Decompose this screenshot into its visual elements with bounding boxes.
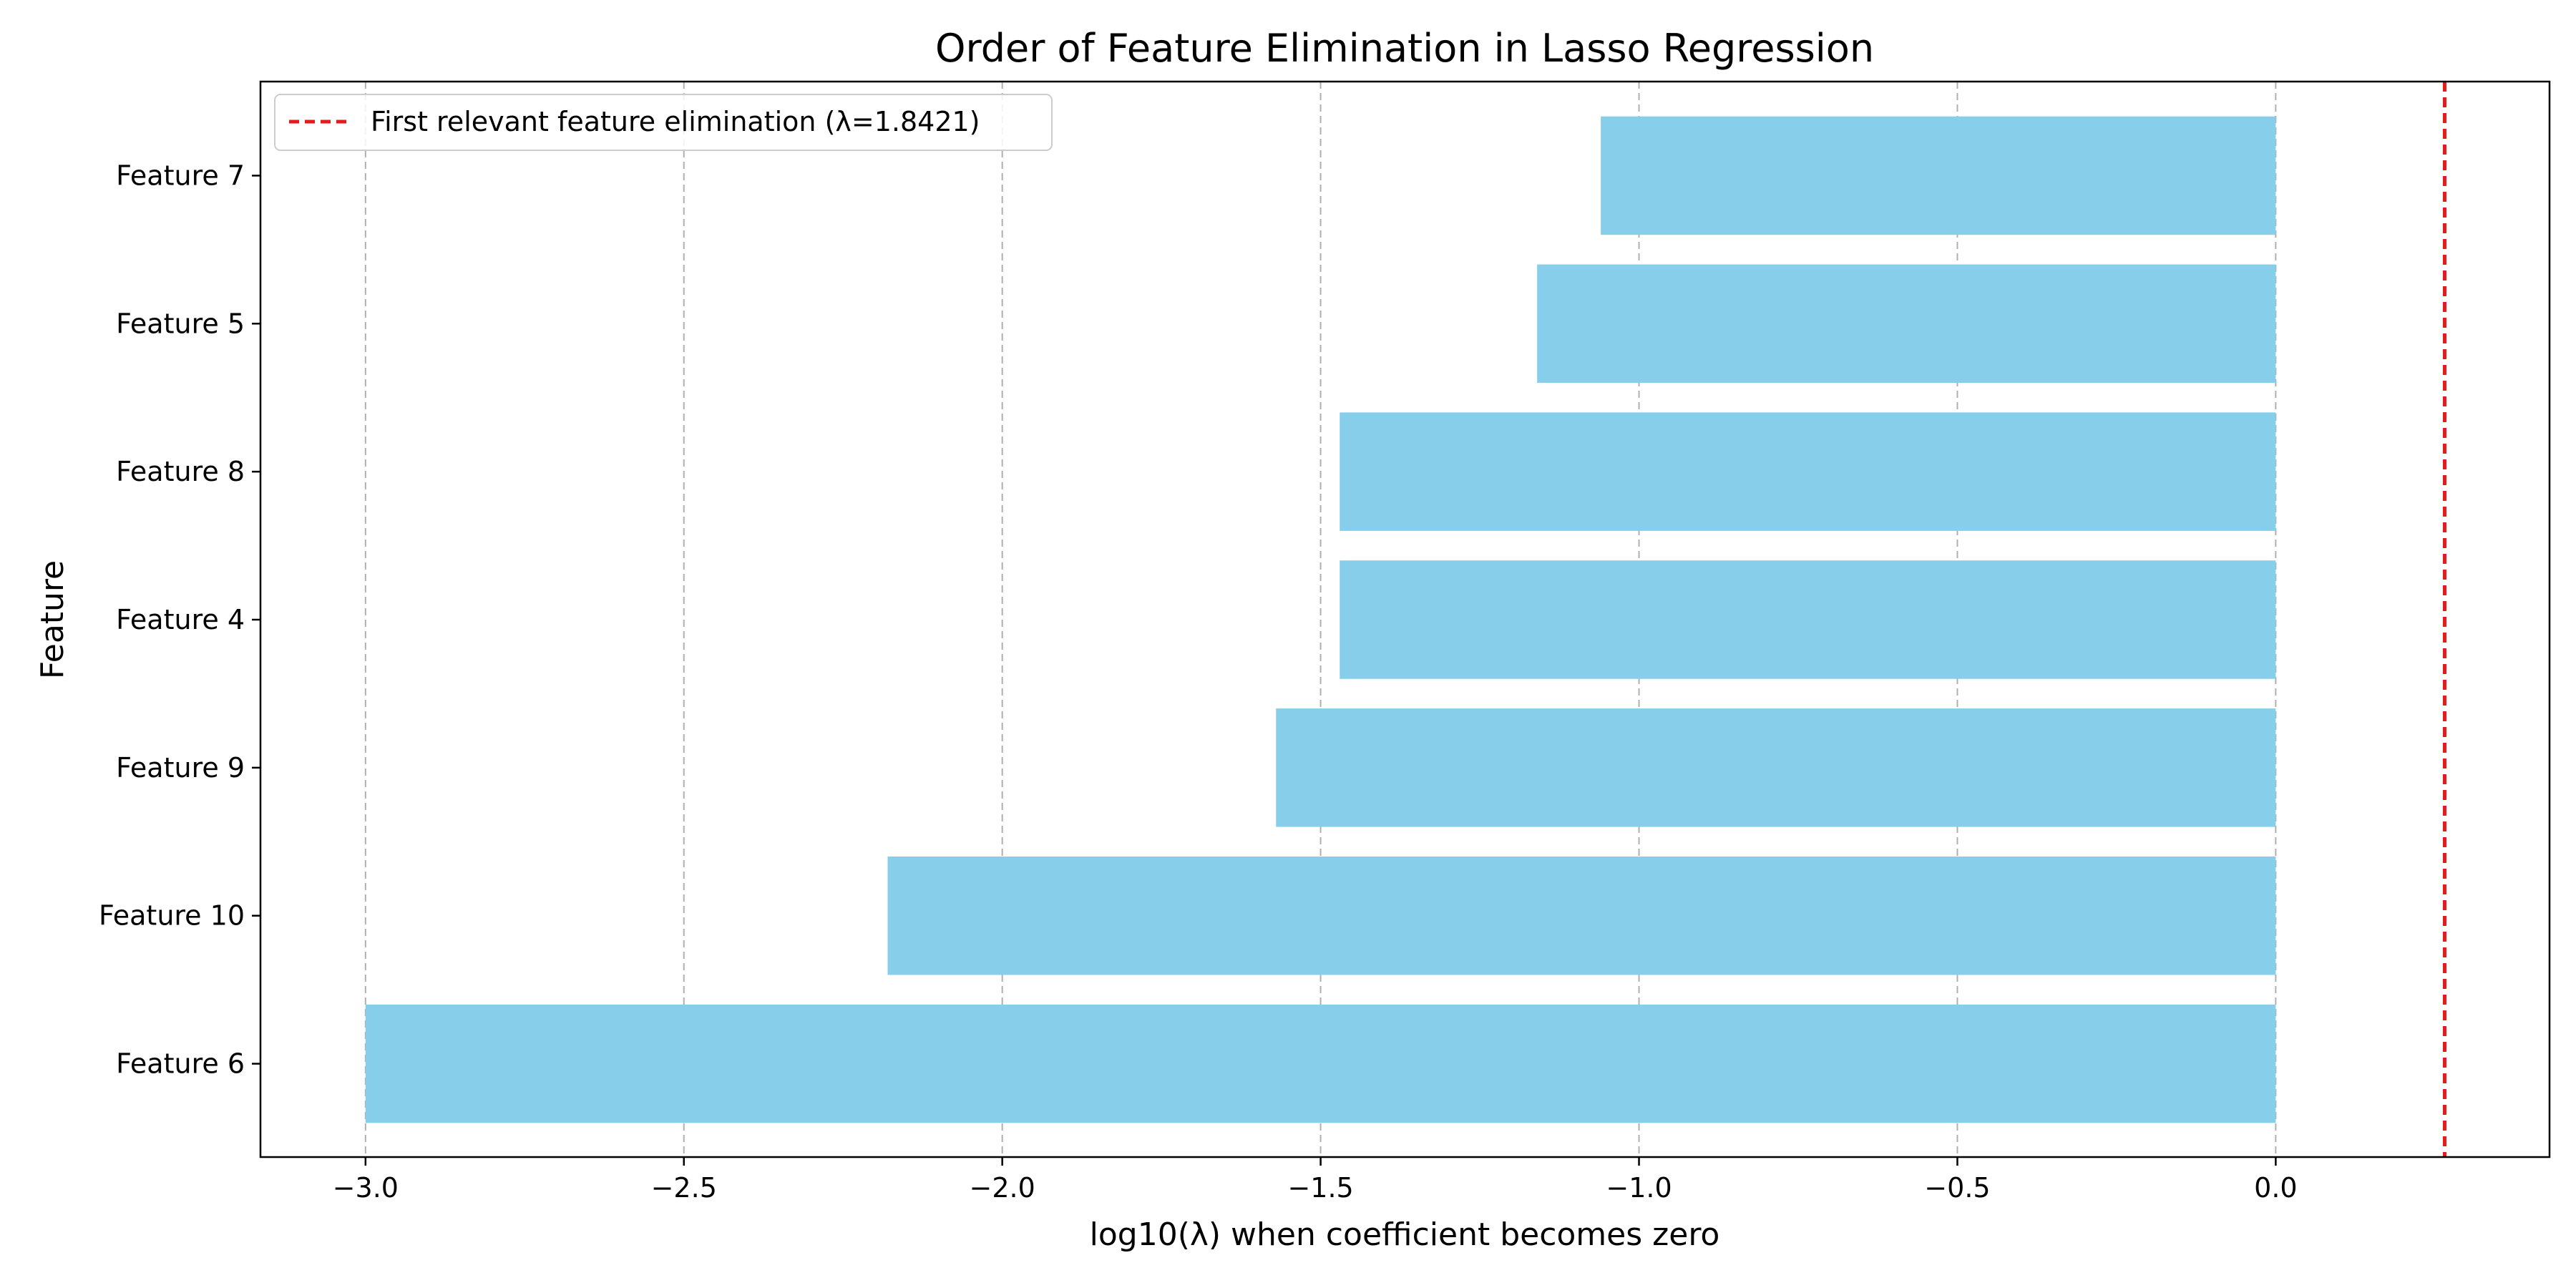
- bar-feature-8: [1340, 412, 2276, 531]
- legend-box: [274, 94, 1053, 151]
- bar-feature-7: [1601, 116, 2276, 235]
- y-tick-label: Feature 6: [116, 1048, 245, 1080]
- bar-feature-4: [1340, 560, 2276, 679]
- x-axis-label: log10(λ) when coefficient becomes zero: [1090, 1216, 1720, 1253]
- x-axis-ticks: −3.0 −2.5 −2.0 −1.5 −1.0 −0.5 0.0: [333, 1157, 2298, 1204]
- y-tick-label: Feature 7: [116, 160, 245, 191]
- x-tick-label: −0.5: [1924, 1172, 1990, 1204]
- bar-feature-9: [1276, 708, 2276, 827]
- legend-label-reference-line: First relevant feature elimination (λ=1.…: [371, 106, 980, 137]
- x-tick-label: −1.5: [1287, 1172, 1353, 1204]
- x-tick-label: 0.0: [2254, 1172, 2297, 1204]
- legend: First relevant feature elimination (λ=1.…: [274, 94, 1053, 151]
- y-tick-label: Feature 8: [116, 456, 245, 487]
- bar-feature-6: [365, 1004, 2276, 1123]
- y-tick-label: Feature 5: [116, 308, 245, 339]
- x-tick-label: −1.0: [1606, 1172, 1672, 1204]
- bar-feature-5: [1537, 264, 2276, 384]
- y-axis-ticks: Feature 7 Feature 5 Feature 8 Feature 4 Feat…: [99, 160, 260, 1080]
- x-tick-label: −3.0: [333, 1172, 399, 1204]
- y-tick-label: Feature 10: [99, 900, 245, 932]
- y-axis-label: Feature: [34, 560, 71, 679]
- x-tick-label: −2.0: [970, 1172, 1035, 1204]
- x-tick-label: −2.5: [651, 1172, 717, 1204]
- bars: [365, 116, 2276, 1123]
- gridlines: [364, 82, 2277, 1157]
- chart-title: Order of Feature Elimination in Lasso Re…: [935, 26, 1874, 71]
- y-tick-label: Feature 4: [116, 604, 245, 635]
- y-tick-label: Feature 9: [116, 752, 245, 784]
- bar-feature-10: [887, 856, 2276, 975]
